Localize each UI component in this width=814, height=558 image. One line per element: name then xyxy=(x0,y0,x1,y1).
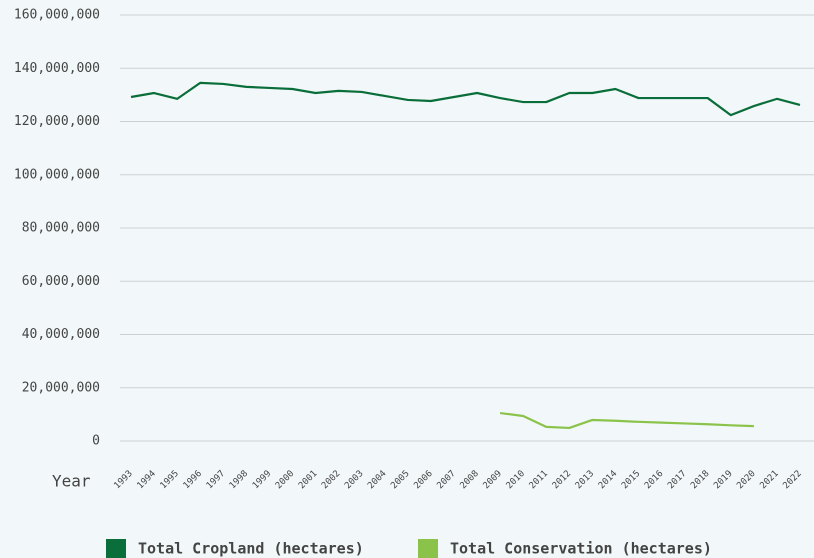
y-tick-label: 160,000,000 xyxy=(14,8,100,23)
x-tick-label: 2005 xyxy=(389,469,411,491)
y-tick-label: 60,000,000 xyxy=(22,274,100,289)
x-tick-label: 1996 xyxy=(182,469,204,491)
x-tick-label: 2009 xyxy=(482,469,504,491)
x-tick-label: 2016 xyxy=(643,469,665,491)
x-tick-label: 1994 xyxy=(136,469,158,491)
y-tick-label: 80,000,000 xyxy=(22,221,100,236)
legend-swatch xyxy=(418,539,438,558)
x-tick-label: 2010 xyxy=(505,469,527,491)
y-tick-label: 120,000,000 xyxy=(14,114,100,129)
x-tick-label: 2004 xyxy=(366,469,388,491)
x-tick-label: 2007 xyxy=(435,469,457,491)
x-tick-label: 2014 xyxy=(597,469,619,491)
x-tick-label: 1998 xyxy=(228,469,250,491)
legend-swatch xyxy=(106,539,126,558)
x-tick-label: 2020 xyxy=(735,469,757,491)
y-tick-label: 0 xyxy=(92,434,100,449)
x-tick-label: 2022 xyxy=(781,469,803,491)
x-tick-label: 1997 xyxy=(205,469,227,491)
x-tick-label: 2001 xyxy=(297,469,319,491)
x-tick-label: 2000 xyxy=(274,469,296,491)
x-tick-label: 2008 xyxy=(459,469,481,491)
series-line xyxy=(499,411,754,430)
x-tick-label: 2018 xyxy=(689,469,711,491)
x-axis-label: Year xyxy=(52,472,91,491)
x-tick-label: 2017 xyxy=(666,469,688,491)
x-tick-label: 1999 xyxy=(251,469,273,491)
x-tick-label: 2012 xyxy=(551,469,573,491)
y-tick-label: 40,000,000 xyxy=(22,327,100,342)
x-tick-label: 1993 xyxy=(112,469,134,491)
legend-label: Total Conservation (hectares) xyxy=(450,540,712,558)
x-tick-label: 2003 xyxy=(343,469,365,491)
y-tick-label: 20,000,000 xyxy=(22,380,100,395)
x-tick-label: 1995 xyxy=(159,469,181,491)
y-tick-label: 100,000,000 xyxy=(14,167,100,182)
legend-label: Total Cropland (hectares) xyxy=(138,540,364,558)
x-tick-label: 2019 xyxy=(712,469,734,491)
x-tick-label: 2006 xyxy=(412,469,434,491)
x-tick-label: 2002 xyxy=(320,469,342,491)
x-tick-label: 2011 xyxy=(528,469,550,491)
x-tick-label: 2021 xyxy=(758,469,780,491)
series-line xyxy=(130,81,801,117)
y-tick-label: 140,000,000 xyxy=(14,61,100,76)
x-tick-label: 2013 xyxy=(574,469,596,491)
x-tick-label: 2015 xyxy=(620,469,642,491)
